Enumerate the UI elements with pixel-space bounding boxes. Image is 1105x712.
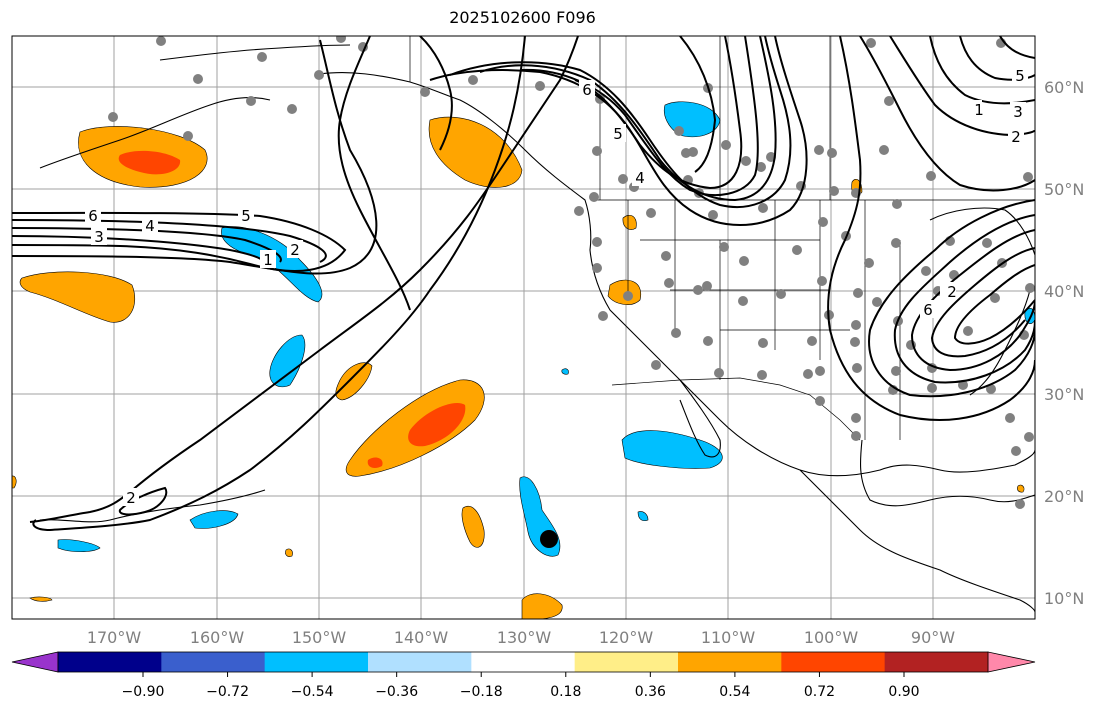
colorbar-swatch [471, 652, 576, 672]
colorbar-frame [57, 651, 989, 673]
lon-tick-label: 140°W [394, 628, 449, 647]
lat-tick-label: 50°N [1044, 180, 1084, 199]
lon-tick-label: 110°W [701, 628, 756, 647]
colorbar-swatch [161, 652, 266, 672]
contour-label: 3 [94, 228, 104, 246]
colorbar-swatch [264, 652, 369, 672]
contour-label: 5 [1015, 67, 1025, 85]
contour-label: 2 [290, 241, 300, 259]
colorbar-label: −0.18 [460, 684, 503, 700]
contour-label: 2 [126, 489, 136, 507]
lat-tick-label: 10°N [1044, 589, 1084, 608]
anomaly-fills [12, 101, 1035, 619]
map-frame [11, 35, 1036, 620]
longitude-tick-labels: 170°W 160°W 150°W 140°W 130°W 120°W 110°… [87, 628, 955, 647]
lon-tick-label: 160°W [190, 628, 245, 647]
contour-label: 4 [635, 169, 645, 187]
contour-lines [12, 36, 1035, 532]
lat-tick-label: 60°N [1044, 78, 1084, 97]
lon-tick-label: 100°W [804, 628, 859, 647]
colorbar-swatch [368, 652, 472, 672]
colorbar-swatch [781, 652, 886, 672]
colorbar-swatch [884, 652, 989, 672]
lat-tick-label: 30°N [1044, 385, 1084, 404]
colorbar-label: 0.18 [550, 684, 581, 700]
lon-tick-label: 170°W [87, 628, 142, 647]
colorbar-label: −0.90 [122, 684, 165, 700]
contour-label: 6 [88, 207, 98, 225]
lon-tick-label: 130°W [497, 628, 552, 647]
colorbar-label: 0.72 [804, 684, 835, 700]
colorbar: −0.90 −0.72 −0.54 −0.36 −0.18 0.18 0.36 0.54 0.7… [11, 651, 1036, 700]
colorbar-label: 0.90 [888, 684, 919, 700]
latitude-tick-labels: 60°N 50°N 40°N 30°N 20°N 10°N [1044, 78, 1084, 608]
colorbar-label: −0.72 [206, 684, 249, 700]
highlighted-station-marker [540, 530, 558, 548]
lon-tick-label: 150°W [292, 628, 347, 647]
colorbar-label: 0.36 [635, 684, 666, 700]
contour-label: 6 [582, 81, 592, 99]
contour-labels: 6 4 5 3 2 1 2 6 5 4 3 2 5 6 [85, 66, 1028, 507]
lon-tick-label: 120°W [599, 628, 654, 647]
contour-label: 5 [613, 125, 623, 143]
map-title: 2025102600 F096 [449, 8, 596, 27]
colorbar-under-extension [11, 651, 59, 673]
colorbar-label: −0.36 [375, 684, 418, 700]
colorbar-swatch [574, 652, 679, 672]
colorbar-swatch [58, 652, 162, 672]
colorbar-swatch [678, 652, 782, 672]
colorbar-label: 0.54 [719, 684, 750, 700]
colorbar-label: −0.54 [291, 684, 334, 700]
political-borders [409, 36, 1035, 441]
lat-tick-label: 20°N [1044, 487, 1084, 506]
contour-label: 5 [241, 207, 251, 225]
contour-label: 3 [1013, 103, 1023, 121]
contour-label: 2 [947, 283, 957, 301]
contour-label: 4 [145, 217, 155, 235]
contour-label: 1 [263, 251, 273, 269]
lon-tick-label: 90°W [911, 628, 955, 647]
lat-tick-label: 40°N [1044, 282, 1084, 301]
colorbar-over-extension [987, 651, 1036, 673]
contour-label: 1 [974, 101, 984, 119]
contour-label: 6 [923, 301, 933, 319]
contour-label: 2 [1011, 128, 1021, 146]
